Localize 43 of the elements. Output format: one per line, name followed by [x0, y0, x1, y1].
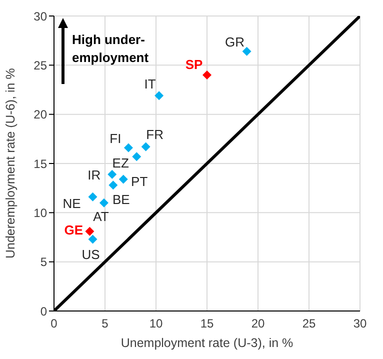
annotation: GR	[225, 34, 245, 50]
point	[85, 226, 94, 236]
point	[88, 234, 98, 244]
point	[132, 152, 142, 162]
y-tick-label: 20	[34, 108, 48, 122]
point	[108, 170, 117, 179]
annotation: IT	[144, 76, 156, 92]
point	[124, 143, 133, 152]
annotation: SP	[185, 57, 203, 72]
y-tick-label: 25	[34, 58, 48, 72]
annotation: FR	[146, 126, 164, 142]
annotation: NE	[62, 196, 82, 211]
x-tick-label: 0	[50, 316, 58, 331]
annotation: High under-employment	[72, 31, 149, 67]
y-tick-label: 15	[34, 156, 48, 171]
x-tick-label: 20	[251, 316, 265, 331]
x-tick-label: 30	[353, 316, 367, 331]
point	[108, 180, 118, 190]
point	[202, 70, 212, 80]
y-axis-title: Underemployment rate (U-6), in %	[3, 68, 18, 258]
y-tick-label: 0	[40, 304, 48, 318]
annotation: PT	[131, 174, 148, 190]
point	[154, 91, 164, 100]
x-tick-label: 10	[149, 316, 163, 331]
y-tick-label: 10	[34, 206, 48, 220]
point	[242, 46, 252, 56]
point	[99, 198, 108, 208]
annotation: IR	[88, 167, 101, 182]
annotation: GE	[64, 222, 84, 238]
point	[141, 142, 150, 152]
x-tick-label: 15	[200, 316, 214, 331]
annotation: BE	[112, 192, 130, 208]
x-axis-title: Unemployment rate (U-3), in %	[120, 336, 294, 350]
point	[118, 174, 128, 184]
annotation: AT	[93, 208, 109, 224]
x-tick-label: 25	[302, 316, 316, 331]
annotation: FI	[110, 130, 122, 146]
point	[88, 192, 98, 202]
annotation: US	[82, 247, 100, 262]
annotation: EZ	[112, 156, 129, 171]
y-tick-label: 5	[40, 255, 48, 270]
x-tick-label: 5	[102, 316, 109, 331]
y-tick-label: 30	[34, 9, 48, 24]
